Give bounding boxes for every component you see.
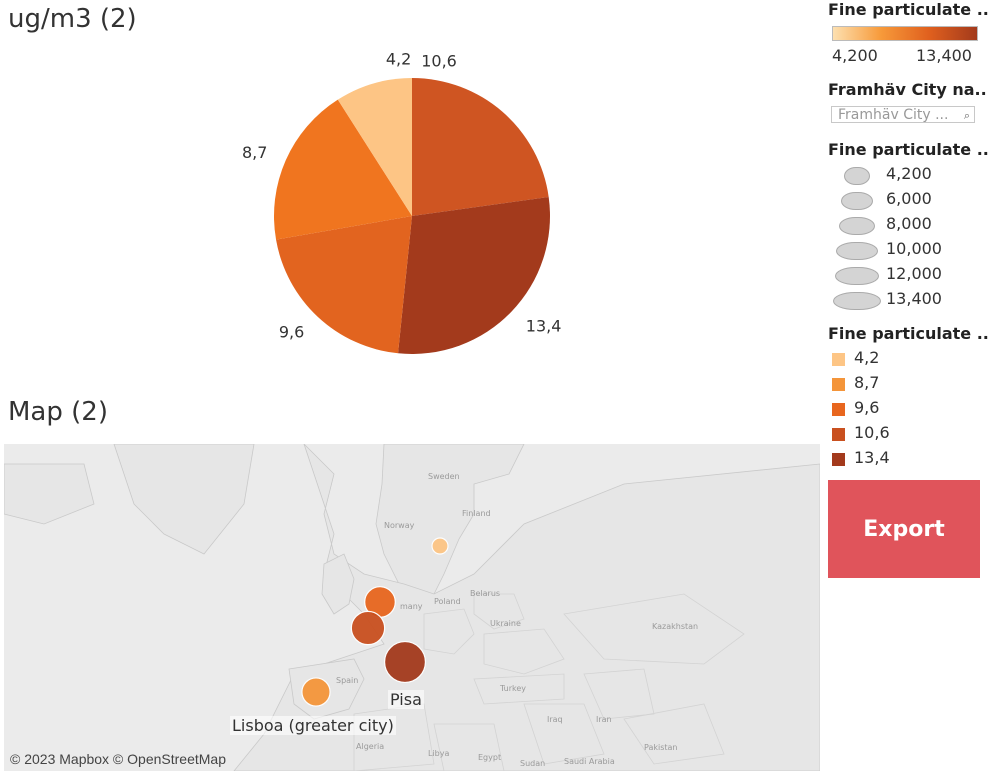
category-legend-swatch <box>832 378 845 391</box>
legend-sidebar: Fine particulate .. 4,200 13,400 Framhäv… <box>828 0 988 782</box>
category-legend-label: 8,7 <box>854 373 880 392</box>
size-legend-label: 10,000 <box>886 239 942 258</box>
size-legend-item[interactable]: 6,000 <box>828 189 988 213</box>
pie-label-0: 10,6 <box>421 51 457 70</box>
map-base: Sweden Finland Norway many Poland Belaru… <box>4 444 820 771</box>
map-copyright: © 2023 Mapbox © OpenStreetMap <box>10 751 226 767</box>
search-icon[interactable]: ⌕ <box>963 109 970 122</box>
category-legend-label: 9,6 <box>854 398 880 417</box>
map-label-norway: Norway <box>384 521 415 530</box>
size-legend-label: 6,000 <box>886 189 932 208</box>
map-label-ukraine: Ukraine <box>490 619 521 628</box>
color-legend-max: 13,400 <box>916 46 972 65</box>
category-legend-label: 10,6 <box>854 423 890 442</box>
size-legend-shape <box>835 267 879 285</box>
category-legend-item[interactable]: 10,6 <box>828 423 988 447</box>
size-legend-label: 12,000 <box>886 264 942 283</box>
map-title: Map (2) <box>8 397 108 427</box>
pie-title: ug/m3 (2) <box>8 4 137 34</box>
map-label-saudi: Saudi Arabia <box>564 757 615 766</box>
category-legend-swatch <box>832 453 845 466</box>
size-legend-item[interactable]: 12,000 <box>828 264 988 288</box>
size-legend-shape <box>844 167 870 185</box>
map-label-egypt: Egypt <box>478 753 501 762</box>
map-land-greenland <box>113 444 255 555</box>
export-button[interactable]: Export <box>828 480 980 578</box>
size-legend-shape <box>839 217 875 235</box>
size-legend-shape <box>836 242 878 260</box>
size-legend-label: 8,000 <box>886 214 932 233</box>
category-legend-item[interactable]: 4,2 <box>828 348 988 372</box>
size-legend-title: Fine particulate .. <box>828 140 988 159</box>
category-legend-title: Fine particulate .. <box>828 324 988 343</box>
pie-slice-0[interactable] <box>412 78 549 216</box>
map-bubble-3[interactable] <box>383 640 427 684</box>
bubble-label-lisboa: Lisboa (greater city) <box>230 716 396 735</box>
filter-title: Framhäv City na.. <box>828 80 987 99</box>
category-legend-item[interactable]: 13,4 <box>828 448 988 472</box>
map-label-iraq: Iraq <box>547 715 563 724</box>
size-legend-item[interactable]: 10,000 <box>828 239 988 263</box>
map-bubble-0[interactable] <box>431 537 449 555</box>
size-legend-item[interactable]: 8,000 <box>828 214 988 238</box>
map-label-spain: Spain <box>336 676 358 685</box>
map-label-poland: Poland <box>434 597 461 606</box>
search-placeholder: Framhäv City ... <box>838 107 949 123</box>
highlight-search-input[interactable]: Framhäv City ... ⌕ <box>831 106 975 123</box>
map-label-finland: Finland <box>462 509 491 518</box>
color-legend-min: 4,200 <box>832 46 878 65</box>
category-legend-label: 4,2 <box>854 348 880 367</box>
category-legend-item[interactable]: 8,7 <box>828 373 988 397</box>
pie-slice-2[interactable] <box>276 216 412 354</box>
size-legend-label: 13,400 <box>886 289 942 308</box>
color-legend-title: Fine particulate .. <box>828 0 988 19</box>
pie-chart: 10,6 13,4 9,6 8,7 4,2 <box>242 50 562 354</box>
map-land-iceland <box>4 463 95 525</box>
pie-slice-4[interactable] <box>337 78 412 216</box>
map-bubbles <box>301 537 449 707</box>
map-bubble-4[interactable] <box>301 677 331 707</box>
map-label-sweden: Sweden <box>428 472 460 481</box>
pie-slice-1[interactable] <box>398 196 550 354</box>
size-legend-shape <box>841 192 873 210</box>
map-land-uk <box>321 553 355 615</box>
pie-label-1: 13,4 <box>526 317 562 336</box>
map-land-scandinavia <box>375 444 525 600</box>
category-legend-swatch <box>832 428 845 441</box>
color-gradient-bar <box>832 26 978 41</box>
category-legend-item[interactable]: 9,6 <box>828 398 988 422</box>
pie-slice-3[interactable] <box>274 99 412 240</box>
size-legend-item[interactable]: 13,400 <box>828 289 988 313</box>
map-label-libya: Libya <box>428 749 449 758</box>
category-legend-swatch <box>832 403 845 416</box>
map-label-kazakhstan: Kazakhstan <box>652 622 698 631</box>
pie-label-4: 4,2 <box>386 50 411 69</box>
size-legend-shape <box>833 292 881 310</box>
category-legend-label: 13,4 <box>854 448 890 467</box>
map-label-iran: Iran <box>596 715 612 724</box>
pie-chart-area: 10,6 13,4 9,6 8,7 4,2 <box>0 0 820 400</box>
map-label-germany: many <box>400 602 423 611</box>
map-view[interactable]: Sweden Finland Norway many Poland Belaru… <box>4 444 820 771</box>
map-label-pakistan: Pakistan <box>644 743 678 752</box>
size-legend-item[interactable]: 4,200 <box>828 164 988 188</box>
pie-label-3: 8,7 <box>242 143 267 162</box>
map-label-sudan: Sudan <box>520 759 545 768</box>
map-label-algeria: Algeria <box>356 742 384 751</box>
map-bubble-2[interactable] <box>350 610 386 646</box>
map-label-turkey: Turkey <box>499 684 526 693</box>
pie-label-2: 9,6 <box>279 323 304 342</box>
bubble-label-pisa: Pisa <box>388 690 424 709</box>
category-legend-swatch <box>832 353 845 366</box>
map-land-europe <box>233 444 820 771</box>
map-label-belarus: Belarus <box>470 589 500 598</box>
size-legend-label: 4,200 <box>886 164 932 183</box>
